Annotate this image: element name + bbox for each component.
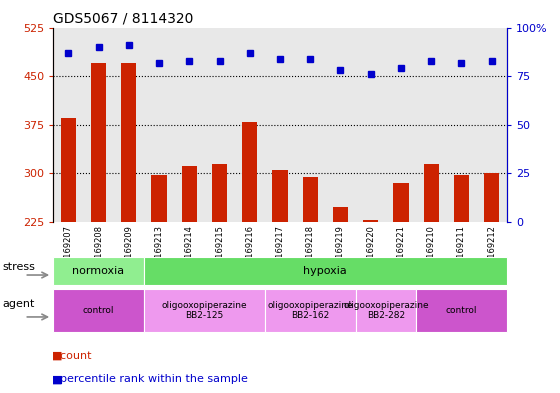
Bar (121, 63, 137, 368)
Text: agent: agent (2, 299, 35, 309)
Text: control: control (446, 306, 477, 315)
Bar (60, 118, 76, 368)
Bar (53, 257, 144, 285)
Bar (393, 183, 409, 368)
Bar (91, 63, 106, 368)
Text: ■: ■ (52, 351, 62, 361)
Bar (454, 175, 469, 368)
Text: count: count (53, 351, 92, 361)
Bar (182, 165, 197, 368)
Bar (212, 163, 227, 368)
Text: control: control (83, 306, 114, 315)
Bar (416, 289, 507, 332)
Bar (265, 289, 356, 332)
Text: oligooxopiperazine
BB2-162: oligooxopiperazine BB2-162 (268, 301, 353, 320)
Bar (151, 175, 167, 368)
Bar (484, 173, 500, 368)
Text: percentile rank within the sample: percentile rank within the sample (53, 374, 248, 384)
Bar (144, 257, 507, 285)
Bar (53, 289, 144, 332)
Text: ■: ■ (52, 374, 62, 384)
Text: GDS5067 / 8114320: GDS5067 / 8114320 (53, 12, 194, 26)
Text: stress: stress (2, 261, 35, 272)
Bar (272, 170, 288, 368)
Bar (333, 207, 348, 368)
Text: oligooxopiperazine
BB2-125: oligooxopiperazine BB2-125 (162, 301, 247, 320)
Bar (363, 220, 379, 368)
Bar (302, 176, 318, 368)
Bar (242, 121, 258, 368)
Text: oligooxopiperazine
BB2-282: oligooxopiperazine BB2-282 (343, 301, 428, 320)
Text: normoxia: normoxia (72, 266, 125, 276)
Bar (144, 289, 265, 332)
Bar (424, 163, 439, 368)
Bar (356, 289, 416, 332)
Text: hypoxia: hypoxia (304, 266, 347, 276)
